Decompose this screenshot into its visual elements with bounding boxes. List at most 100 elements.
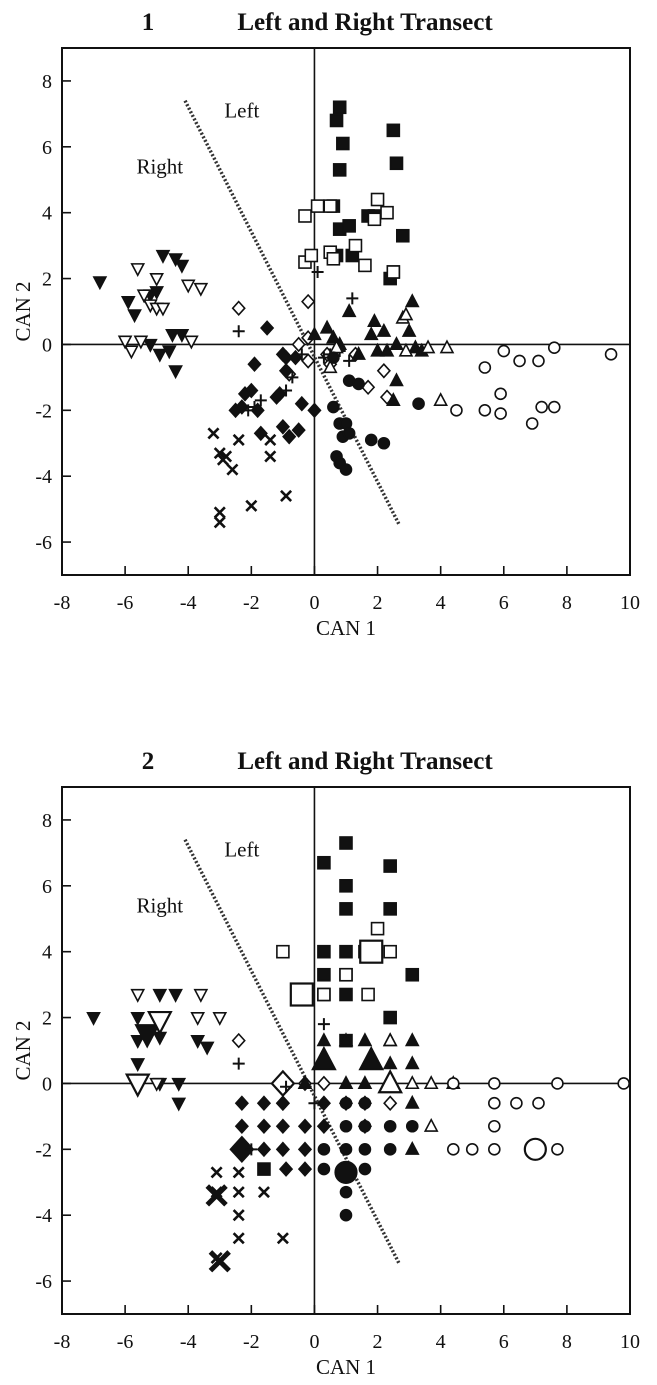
point [357,1075,373,1090]
y-tick-label: 4 [42,203,52,225]
point [404,1140,420,1155]
point [276,944,290,959]
point [510,1096,523,1110]
point [383,1010,397,1025]
point [143,338,158,353]
point [127,309,142,324]
point [199,1041,215,1056]
point [308,1097,321,1110]
point [446,1077,460,1090]
point [297,1075,313,1090]
point [208,1250,231,1273]
point [234,399,249,415]
point [301,293,316,310]
point [329,113,344,128]
point [254,394,267,407]
point [237,386,253,402]
point [301,353,316,369]
point [339,1096,353,1110]
point [367,313,382,327]
point [339,1143,353,1156]
point [357,1032,373,1047]
y-tick-label: -4 [35,1205,52,1227]
point [216,453,229,466]
point [297,1161,313,1177]
y-tick-label: 4 [42,942,52,964]
point [168,365,183,380]
point [317,944,331,959]
point [165,328,180,343]
point [180,279,196,294]
point [478,404,492,417]
point [256,1095,272,1111]
y-tick-label: 6 [42,137,52,159]
point [317,1162,331,1176]
point [386,123,401,138]
point [289,982,314,1007]
point [317,855,331,870]
x-tick-label: 8 [562,1331,572,1353]
point [264,450,277,463]
point [380,205,394,220]
y-tick-label: 0 [42,334,52,356]
point [339,463,353,476]
point [420,339,436,354]
point [404,1055,420,1070]
point [264,433,277,446]
annotation: Right [136,155,183,179]
point [245,1143,258,1156]
point [342,427,356,440]
point [525,417,539,430]
x-tick-label: 4 [436,592,446,614]
point [339,987,353,1002]
point [232,433,245,446]
point [275,418,290,435]
point [343,354,356,367]
point [604,348,618,361]
point [383,1119,397,1133]
point [494,407,507,420]
point [339,902,353,916]
point [232,1057,245,1070]
plot-frame [61,786,631,1315]
point [134,1024,161,1049]
point [310,199,325,213]
point [161,345,177,360]
chart: 2 Left and Right Transect -8 -6 -4 -2 0 2 4 6 8 10 -… [11,748,640,1379]
point [307,326,322,341]
annotation: Left [224,99,259,123]
point [317,1143,331,1156]
point [232,1186,245,1199]
point [168,253,183,268]
point [297,1141,313,1158]
point [358,1096,372,1110]
point [423,1117,439,1132]
point [226,463,239,476]
reference-line [183,99,402,527]
point [190,1011,206,1026]
y-tick-label: 8 [42,71,52,93]
point [450,404,463,417]
point [317,987,331,1002]
point [465,1143,479,1156]
point [257,1162,271,1176]
y-axis-label: CAN 2 [11,281,35,341]
point [386,265,401,279]
point [401,322,417,337]
y-tick-label: -6 [35,1271,52,1293]
point [376,322,392,337]
point [205,1184,228,1207]
point [210,1166,223,1179]
point [117,335,133,350]
x-tick-label: 10 [620,1331,640,1353]
y-tick-label: -2 [35,400,52,422]
x-axis-label: CAN 1 [316,616,376,640]
point [278,1161,294,1177]
point [339,1208,353,1222]
point [168,988,183,1003]
point [190,1035,206,1049]
point [184,335,199,350]
point [332,163,347,177]
point [351,346,366,360]
point [232,1166,245,1179]
